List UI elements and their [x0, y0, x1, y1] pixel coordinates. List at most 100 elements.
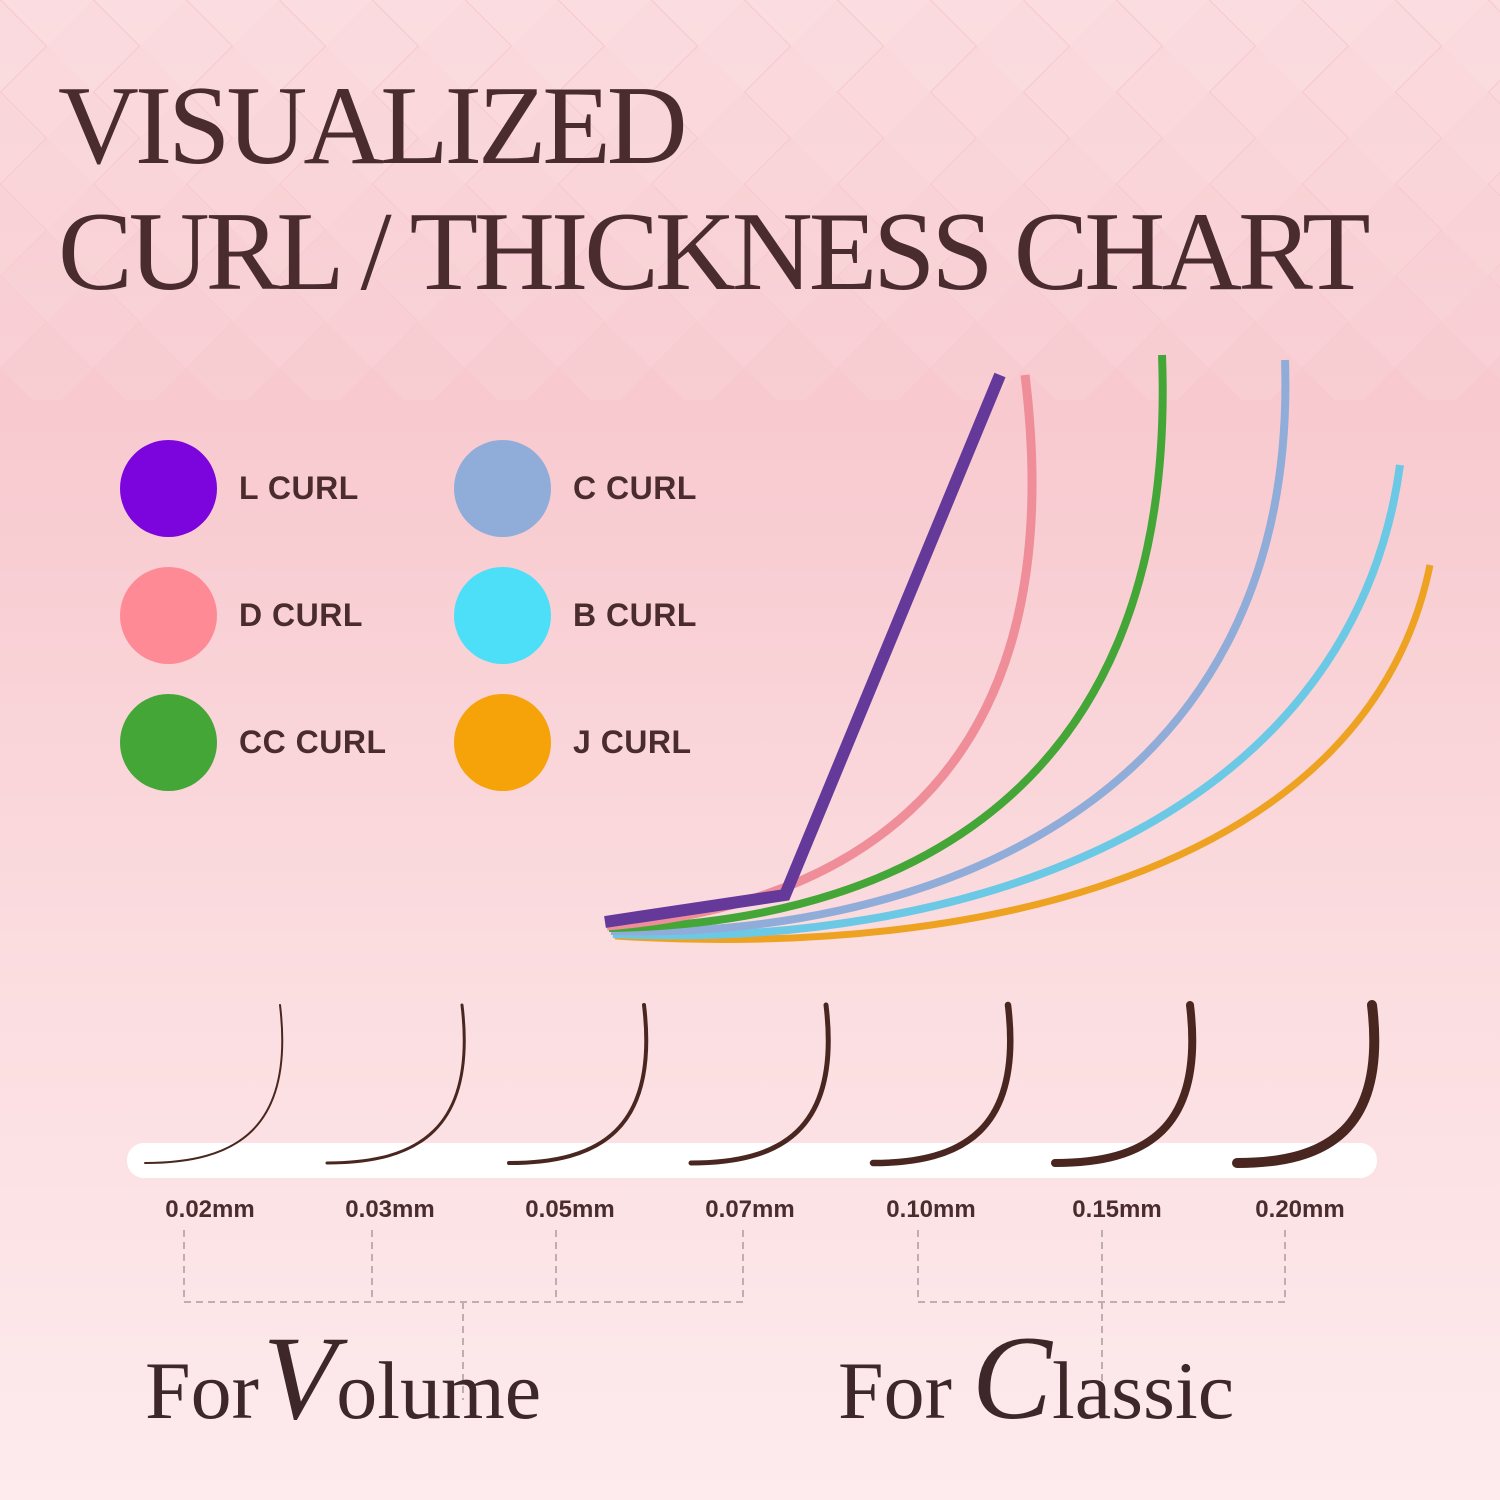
diamond-shape	[187, 322, 279, 400]
diamond-shape	[1396, 0, 1488, 46]
diamond-shape	[1303, 230, 1395, 322]
diamond-shape	[698, 276, 790, 368]
diamond-shape	[652, 322, 744, 400]
diamond-shape	[559, 230, 651, 322]
diamond-shape	[791, 92, 883, 184]
diamond-shape	[1442, 276, 1500, 368]
color-swatch	[454, 567, 551, 664]
diamond-shape	[698, 184, 790, 276]
lash-sample	[507, 1003, 649, 1165]
diamond-shape	[1303, 46, 1395, 138]
diamond-shape	[931, 46, 1023, 138]
diamond-shape	[745, 46, 837, 138]
diamond-shape	[1210, 230, 1302, 322]
diamond-shape	[884, 0, 976, 92]
diamond-shape	[326, 92, 418, 184]
diamond-shape	[698, 92, 790, 184]
diamond-shape	[1442, 0, 1500, 92]
diamond-shape	[140, 92, 232, 184]
classic-initial: C	[971, 1311, 1052, 1444]
diamond-shape	[233, 0, 325, 92]
diamond-shape	[977, 0, 1069, 92]
curl-line-c-curl	[610, 359, 1290, 936]
diamond-shape	[94, 230, 186, 322]
diamond-shape	[1, 46, 93, 138]
volume-rest: olume	[336, 1345, 542, 1436]
legend-item: B CURL	[454, 567, 697, 664]
diamond-shape	[233, 276, 325, 368]
diamond-shape	[652, 0, 744, 46]
diamond-shape	[1489, 265, 1500, 287]
white-bar	[127, 1143, 1377, 1178]
diamond-shape	[233, 184, 325, 276]
diamond-shape	[559, 138, 651, 230]
diamond-shape	[419, 184, 511, 276]
diamond-shape	[187, 230, 279, 322]
diamond-shape	[47, 0, 139, 92]
diamond-shape	[605, 276, 697, 368]
diamond-shape	[373, 138, 465, 230]
legend-label: L CURL	[239, 470, 359, 506]
diamond-shape	[1349, 0, 1441, 92]
diamond-shape	[605, 0, 697, 92]
diamond-shape	[559, 46, 651, 138]
diamond-shape	[838, 138, 930, 230]
diamond-shape	[94, 0, 186, 46]
diamond-shape	[884, 184, 976, 276]
diamond-shape	[745, 230, 837, 322]
diamond-shape	[745, 0, 837, 46]
diamond-shape	[931, 0, 1023, 46]
diamond-shape	[698, 0, 790, 92]
title-line-1: VISUALIZED	[58, 64, 688, 188]
curl-line-b-curl	[612, 464, 1404, 940]
diamond-shape	[1163, 0, 1255, 92]
diamond-shape	[233, 92, 325, 184]
diamond-shape	[1117, 138, 1209, 230]
diamond-shape	[1117, 230, 1209, 322]
diamond-shape	[1070, 276, 1162, 368]
diamond-shape	[419, 92, 511, 184]
diamond-shape	[47, 276, 139, 368]
thickness-label: 0.05mm	[525, 1196, 615, 1223]
diamond-shape	[1349, 276, 1441, 368]
diamond-shape	[1396, 46, 1488, 138]
diamond-shape	[884, 92, 976, 184]
diamond-shape	[652, 46, 744, 138]
diamond-shape	[977, 276, 1069, 368]
diamond-shape	[187, 0, 279, 46]
diamond-shape	[466, 322, 558, 400]
diamond-shape	[605, 184, 697, 276]
diamond-shape	[187, 46, 279, 138]
diamond-shape	[466, 46, 558, 138]
for-classic-label: For Classic	[838, 1318, 1234, 1438]
diamond-shape	[187, 138, 279, 230]
diamond-shape	[559, 322, 651, 400]
diamond-shape	[1070, 0, 1162, 92]
legend-label: C CURL	[573, 470, 697, 506]
diamond-shape	[838, 230, 930, 322]
legend-label: B CURL	[573, 597, 697, 633]
for-volume-label: ForVolume	[145, 1318, 541, 1438]
diamond-shape	[94, 46, 186, 138]
diamond-shape	[1210, 0, 1302, 46]
diamond-shape	[1024, 322, 1116, 400]
for-text: For	[145, 1345, 259, 1436]
diamond-shape	[466, 230, 558, 322]
diamond-shape	[47, 92, 139, 184]
diamond-shape	[1210, 138, 1302, 230]
lash-sample	[325, 1003, 466, 1165]
diamond-shape	[1349, 92, 1441, 184]
diamond-shape	[652, 230, 744, 322]
diamond-shape	[838, 46, 930, 138]
diamond-shape	[791, 184, 883, 276]
diamond-shape	[1303, 322, 1395, 400]
diamond-shape	[0, 276, 46, 368]
diamond-shape	[1117, 0, 1209, 46]
diamond-shape	[1256, 276, 1348, 368]
diamond-shape	[1117, 46, 1209, 138]
diamond-shape	[373, 46, 465, 138]
diamond-shape	[1489, 173, 1500, 195]
diamond-shape	[280, 230, 372, 322]
diamond-shape	[1210, 322, 1302, 400]
